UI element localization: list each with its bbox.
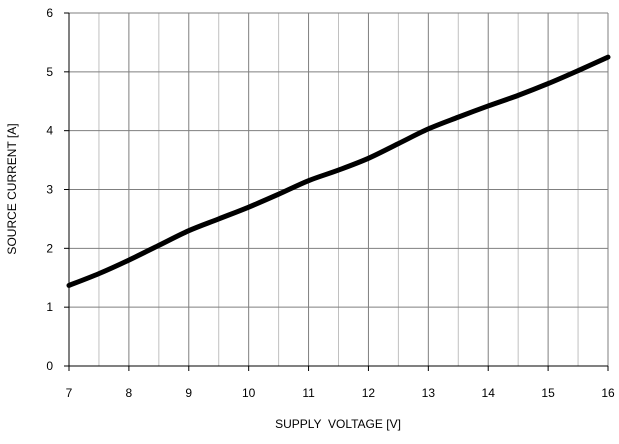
y-tick-label: 2 xyxy=(46,241,53,255)
x-tick-label: 11 xyxy=(302,386,315,400)
x-tick-label: 9 xyxy=(185,386,192,400)
axes xyxy=(64,12,609,371)
x-tick-label: 13 xyxy=(422,386,436,400)
y-tick-label: 4 xyxy=(46,124,53,138)
x-tick-label: 7 xyxy=(66,386,73,400)
x-tick-label: 14 xyxy=(482,386,496,400)
y-tick-label: 5 xyxy=(46,65,53,79)
x-tick-label: 8 xyxy=(126,386,133,400)
y-axis-label: SOURCE CURRENT [A] xyxy=(5,123,19,254)
x-tick-label: 15 xyxy=(541,386,555,400)
x-tick-label: 12 xyxy=(362,386,376,400)
y-tick-label: 1 xyxy=(46,300,53,314)
series-line xyxy=(66,54,611,288)
y-tick-label: 3 xyxy=(46,183,53,197)
grid xyxy=(69,12,609,366)
y-tick-label: 6 xyxy=(46,6,53,20)
y-tick-label: 0 xyxy=(46,359,53,373)
x-tick-label: 10 xyxy=(242,386,256,400)
x-axis-label: SUPPLY VOLTAGE [V] xyxy=(275,417,401,431)
x-tick-label: 16 xyxy=(601,386,615,400)
series-layer xyxy=(66,54,611,288)
